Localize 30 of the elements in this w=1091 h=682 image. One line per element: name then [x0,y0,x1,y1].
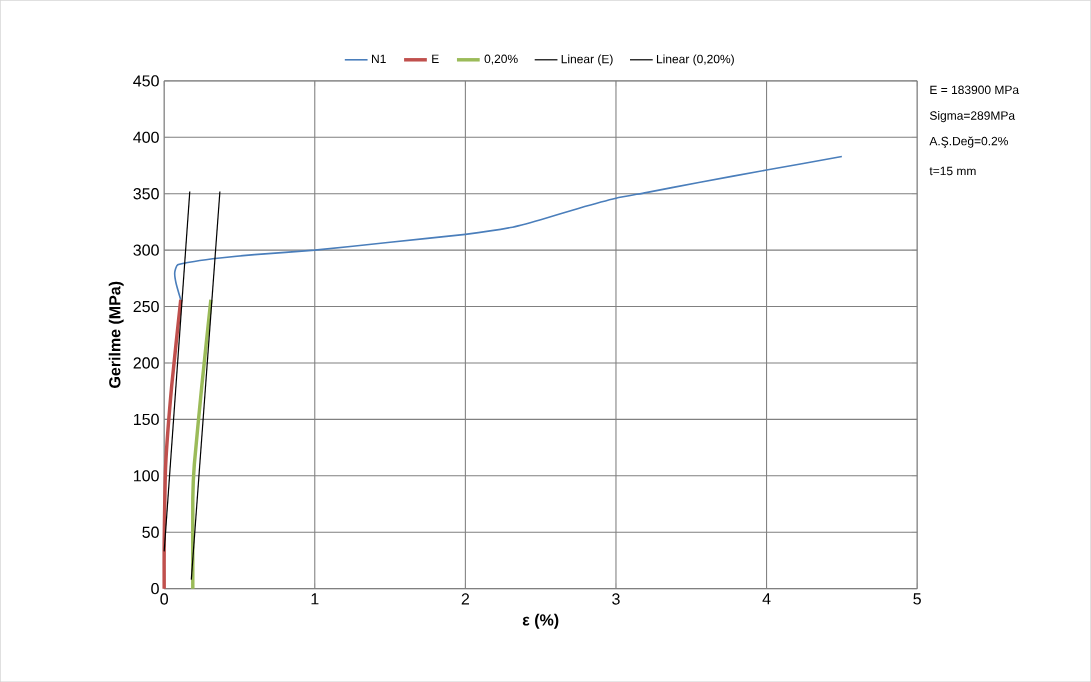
y-tick-label: 300 [133,244,159,256]
line-series [173,155,843,301]
legend-label: Linear (0,20%) [656,54,734,66]
legend-label: E [432,54,439,63]
y-tick-label: 400 [133,131,159,143]
x-tick-label: 0 [160,593,169,605]
y-tick-label: 250 [133,300,159,313]
legend-label: Linear (E) [561,54,613,66]
text: A.Ş.Değ=0.2% [929,136,1008,148]
legend-label: N1 [372,54,386,63]
y-tick-label: 100 [134,470,159,482]
text: Sigma=289MPa [929,110,1016,123]
legend-label: 0,20% [484,54,518,65]
x-tick-label: 2 [461,593,470,605]
line-series [162,297,183,591]
text: t=15 mm [929,166,976,176]
y-tick-label: 450 [133,75,159,87]
y-tick-label: 50 [142,526,159,538]
x-tick-label: 3 [612,593,620,605]
y-axis-title: Gerilme (MPa) [108,281,124,388]
text: E = 183900 MPa [930,85,1020,95]
x-tick-label: 4 [762,593,771,605]
line-series [191,297,213,591]
x-tick-label: 5 [913,593,921,605]
y-tick-label: 350 [133,187,159,200]
y-tick-label: 200 [133,357,159,369]
x-axis-title: ε (%) [522,613,559,629]
y-tick-label: 0 [151,582,159,595]
y-tick-label: 150 [134,413,159,425]
x-tick-label: 1 [311,593,319,605]
